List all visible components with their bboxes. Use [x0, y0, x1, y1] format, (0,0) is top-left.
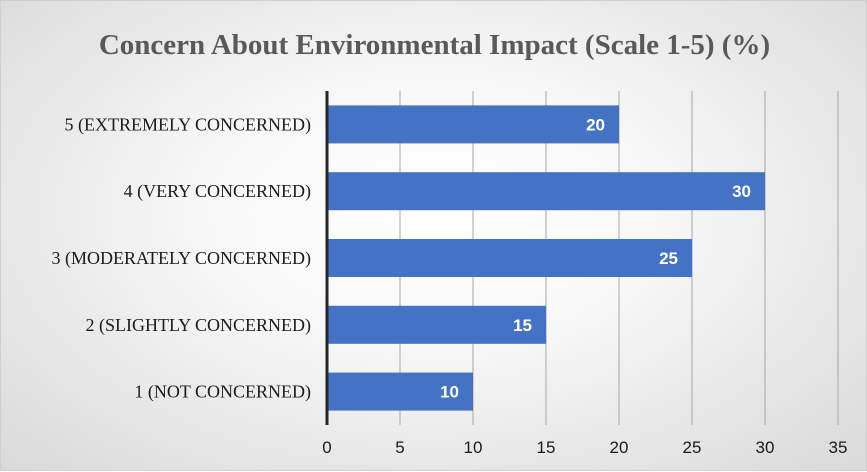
data-label-4: 30	[732, 182, 751, 201]
x-tick-label-25: 25	[683, 438, 702, 457]
x-tick-label-35: 35	[829, 438, 848, 457]
bar-5	[327, 105, 619, 144]
x-tick-label-5: 5	[395, 438, 404, 457]
x-tick-label-30: 30	[756, 438, 775, 457]
bars	[327, 105, 765, 411]
x-tick-label-20: 20	[610, 438, 629, 457]
category-label-4: 4 (VERY CONCERNED)	[124, 181, 311, 202]
chart-title: Concern About Environmental Impact (Scal…	[98, 29, 771, 61]
bar-3	[327, 239, 692, 277]
x-tick-label-0: 0	[322, 438, 331, 457]
category-label-3: 3 (MODERATELY CONCERNED)	[51, 248, 311, 269]
data-label-5: 20	[586, 115, 605, 134]
data-label-3: 25	[659, 249, 678, 268]
data-label-2: 15	[513, 316, 532, 335]
x-tick-label-15: 15	[537, 438, 556, 457]
x-tick-label-10: 10	[464, 438, 483, 457]
category-label-5: 5 (EXTREMELY CONCERNED)	[64, 114, 311, 135]
category-label-1: 1 (NOT CONCERNED)	[134, 382, 311, 403]
category-label-2: 2 (SLIGHTLY CONCERNED)	[85, 315, 311, 336]
bar-2	[327, 305, 546, 344]
labels: 0 5 10 15 20 25 30 35 5 (EXTREMELY CONCERNED) 20 4…	[51, 114, 847, 457]
bar-1	[327, 372, 473, 411]
data-label-1: 10	[440, 383, 459, 402]
bar-4	[327, 172, 765, 211]
